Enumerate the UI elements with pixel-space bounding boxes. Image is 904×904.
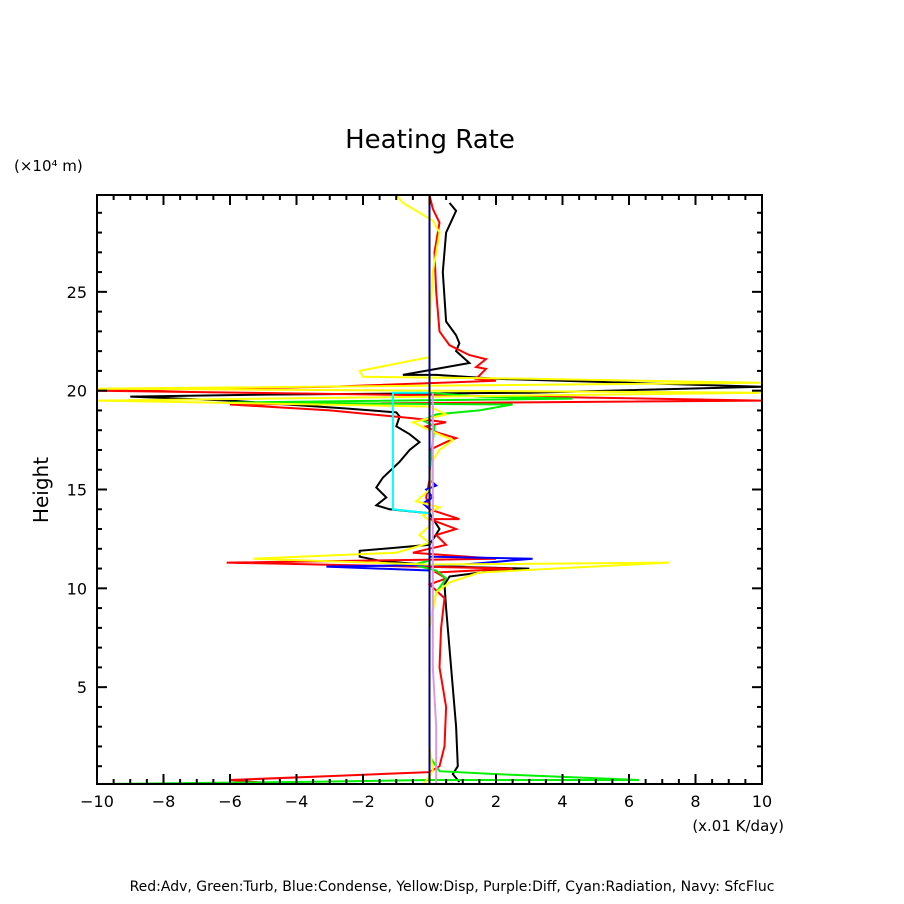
- series-line-radiation: [391, 391, 430, 515]
- x-tick-label: 6: [624, 792, 634, 811]
- x-tick-label: 8: [690, 792, 700, 811]
- chart-title: Heating Rate: [345, 125, 515, 155]
- x-unit-label: (x.01 K/day): [692, 817, 784, 835]
- y-tick-label: 10: [67, 579, 87, 598]
- x-tick-label: −2: [351, 792, 375, 811]
- x-tick-label: −8: [152, 792, 176, 811]
- series-line-sfcfluc: [428, 195, 762, 784]
- x-tick-label: 2: [491, 792, 501, 811]
- y-tick-label: 15: [67, 481, 87, 500]
- legend: Red:Adv, Green:Turb, Blue:Condense, Yell…: [130, 879, 775, 895]
- x-axis-ticks: −10 −8 −6 −4 −2 0 2 4 6 8 10: [80, 195, 772, 811]
- y-tick-label: 25: [67, 283, 87, 302]
- series-line-turb: [97, 391, 640, 784]
- x-tick-label: 4: [557, 792, 567, 811]
- x-tick-label: −10: [80, 792, 114, 811]
- y-axis-label: Height: [29, 457, 53, 523]
- series-line-disp: [97, 195, 762, 784]
- series-line-diff: [431, 392, 438, 784]
- y-axis-ticks: 5 10 15 20 25: [67, 211, 762, 768]
- x-tick-label: 0: [424, 792, 434, 811]
- plot-lines: [97, 195, 762, 784]
- y-unit-label: (×10⁴ m): [14, 157, 83, 175]
- y-tick-label: 20: [67, 382, 87, 401]
- x-tick-label: −6: [218, 792, 242, 811]
- y-tick-label: 5: [77, 678, 87, 697]
- x-tick-label: 10: [752, 792, 772, 811]
- x-tick-label: −4: [285, 792, 309, 811]
- series-line-total: [130, 202, 762, 783]
